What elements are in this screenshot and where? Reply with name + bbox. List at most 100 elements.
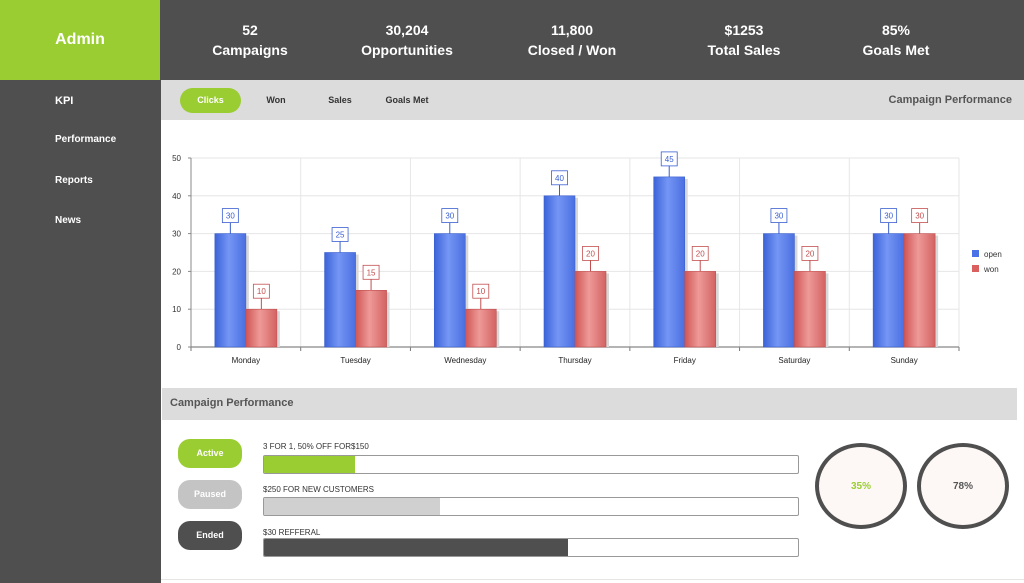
y-tick-label: 10: [172, 305, 181, 314]
x-tick-label: Wednesday: [444, 356, 486, 365]
y-tick-label: 50: [172, 154, 181, 163]
y-tick-label: 30: [172, 230, 181, 239]
bar-won: [794, 271, 826, 348]
bottom-divider: [161, 579, 1024, 580]
stat-label: Opportunities: [361, 42, 453, 58]
progress-fill: [264, 498, 441, 515]
stat-opportunities: 30,204 Opportunities: [337, 20, 477, 60]
campaign-name: 3 FOR 1, 50% OFF FOR$150: [263, 442, 369, 451]
data-label-box: [660, 151, 678, 167]
data-label-box: [441, 208, 459, 223]
tab-sales[interactable]: Sales: [328, 95, 352, 105]
data-label: 30: [445, 212, 454, 221]
stat-label: Closed / Won: [527, 42, 617, 58]
tab-clicks[interactable]: Clicks: [180, 88, 241, 113]
campaign-progress-bar: [263, 455, 799, 474]
bar-open: [324, 252, 356, 348]
status-paused-button[interactable]: Paused: [178, 480, 242, 509]
stat-value: 30,204: [385, 22, 429, 38]
data-label-box: [880, 208, 898, 223]
tab-won[interactable]: Won: [266, 95, 286, 105]
data-label: 25: [336, 231, 345, 240]
bar-won: [464, 308, 497, 348]
status-ended-button[interactable]: Ended: [178, 521, 242, 550]
campaign-name: $250 FOR NEW CUSTOMERS: [263, 485, 374, 494]
data-label-box: [582, 246, 599, 261]
data-label: 30: [226, 212, 235, 221]
campaign-progress-bar: [263, 497, 799, 516]
bar-open: [653, 176, 686, 348]
y-tick-label: 40: [172, 192, 181, 201]
bar-won: [574, 271, 607, 348]
data-label: 20: [696, 249, 705, 258]
tab-goals-met[interactable]: Goals Met: [385, 95, 429, 105]
campaign-progress-bar: [263, 538, 799, 557]
data-label-box: [551, 170, 568, 186]
brand-header: Admin: [0, 0, 160, 80]
bar-open: [763, 233, 795, 348]
stats-header: 52 Campaigns 30,204 Opportunities 11,800…: [160, 0, 1024, 80]
campaign-bar-chart: 0 10 20 30 40 50 Monday 30 10 Tuesday 25 15 Wednesda…: [161, 140, 1024, 380]
bar-won: [684, 271, 717, 348]
stat-total-sales: $1253 Total Sales: [674, 20, 814, 60]
stat-campaigns: 52 Campaigns: [180, 20, 320, 60]
status-active-button[interactable]: Active: [178, 439, 242, 468]
data-label: 15: [367, 268, 376, 277]
x-tick-label: Tuesday: [340, 356, 370, 365]
campaign-name: $30 REFFERAL: [263, 528, 321, 537]
bar-open: [214, 233, 247, 348]
sidebar-item-kpi[interactable]: KPI: [55, 95, 74, 107]
bar-won: [245, 308, 278, 348]
section-title: Campaign Performance: [170, 397, 294, 409]
brand-title: Admin: [55, 31, 105, 48]
data-label: 10: [476, 287, 485, 296]
chart-section-title: Campaign Performance: [888, 94, 1012, 106]
data-label: 40: [555, 174, 564, 183]
legend-label: open: [984, 250, 1002, 259]
x-tick-label: Saturday: [778, 356, 810, 365]
x-tick-label: Sunday: [891, 356, 918, 365]
y-tick-label: 20: [172, 267, 181, 276]
data-label: 30: [915, 212, 924, 221]
stat-label: Campaigns: [212, 42, 288, 58]
gauge-circle: 35%: [815, 443, 907, 529]
content-border: [160, 80, 161, 583]
gauge-value: 35%: [850, 480, 871, 492]
sidebar-item-performance[interactable]: Performance: [55, 134, 117, 145]
sidebar-item-reports[interactable]: Reports: [55, 175, 93, 186]
gauge-value: 78%: [952, 480, 973, 492]
sidebar-item-news[interactable]: News: [55, 215, 82, 226]
bar-chart-svg: 0 10 20 30 40 50 Monday 30 10 Tuesday 25 15 Wednesda…: [172, 151, 1002, 365]
progress-fill: [264, 456, 355, 473]
stat-closed-won: 11,800 Closed / Won: [502, 20, 642, 60]
stat-goals-met: 85% Goals Met: [826, 20, 966, 60]
bar-won: [355, 290, 387, 348]
y-tick-label: 0: [177, 343, 182, 352]
data-label-box: [252, 283, 270, 299]
data-label-box: [472, 283, 490, 299]
bar-open: [872, 233, 905, 348]
chart-tabs: Clicks Won Sales Goals Met Campaign Perf…: [161, 80, 1024, 120]
legend-swatch-open: [972, 250, 979, 257]
stat-value: 11,800: [550, 22, 594, 38]
data-label-box: [221, 208, 239, 223]
data-label-box: [331, 227, 349, 242]
stat-value: 52: [242, 22, 258, 38]
data-label-box: [691, 246, 709, 261]
gauge-circle: 78%: [917, 443, 1009, 529]
x-tick-label: Thursday: [558, 356, 591, 365]
data-label: 45: [665, 155, 674, 164]
stat-label: Total Sales: [707, 42, 781, 58]
data-label: 10: [257, 287, 266, 296]
data-label: 30: [774, 212, 783, 221]
stat-value: $1253: [724, 22, 764, 38]
data-label-box: [801, 246, 819, 261]
campaign-performance-header: Campaign Performance: [162, 388, 1017, 420]
stat-value: 85%: [881, 22, 911, 38]
data-label-box: [362, 264, 380, 280]
bar-open: [433, 233, 466, 348]
progress-fill: [264, 539, 569, 556]
stat-label: Goals Met: [862, 42, 930, 58]
x-tick-label: Friday: [674, 356, 696, 365]
bar-open: [543, 195, 576, 348]
